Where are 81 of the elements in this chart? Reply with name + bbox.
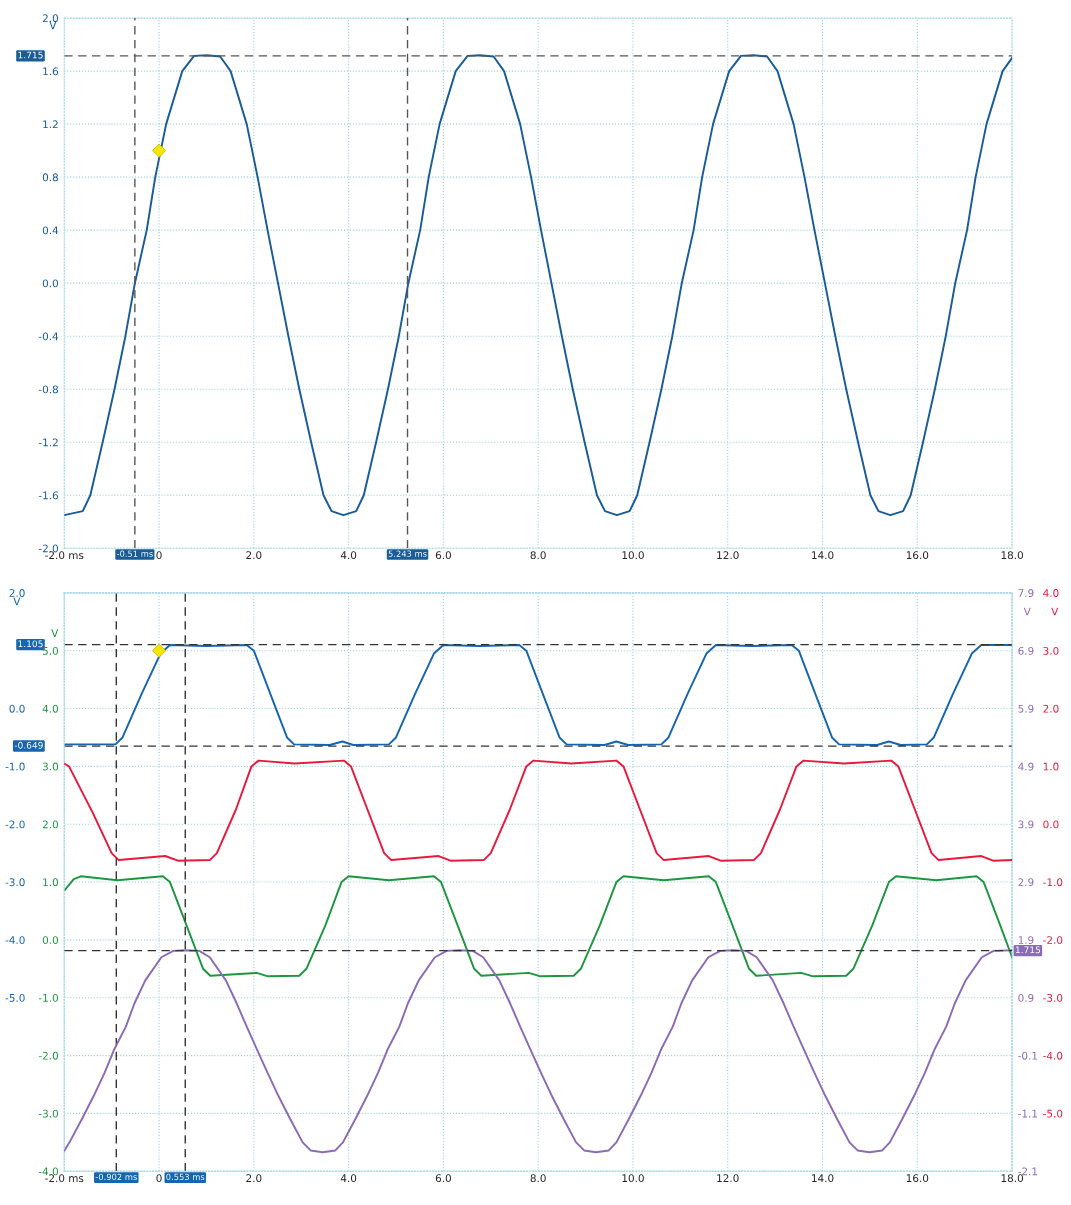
y2-tick-label: 1.0 [43,878,59,887]
y2-tick-label: -1.0 [1043,878,1063,887]
x-tick-label: 0 [156,551,162,560]
x-tick-label: 16.0 [906,1174,929,1183]
y-tick-label: -0.8 [38,385,58,394]
y-tick-label: -1.2 [38,438,58,447]
ref-line-label: 1.105 [18,640,43,648]
x-tick-label: 10.0 [622,1174,644,1183]
y-tick-label: 7.9 [1018,589,1034,597]
y-tick-label: -0.4 [38,332,59,341]
y2-tick-label: -4.0 [1043,1051,1063,1060]
line-series [64,759,1013,862]
x-tick-label: 6.0 [435,1174,451,1183]
x-tick-label: 4.0 [340,1174,357,1183]
y-tick-label: -1.6 [38,491,59,500]
x-tick-label: 0 [156,1174,162,1183]
y-tick-label: 0.9 [1018,993,1034,1002]
y-tick-label: 6.9 [1018,646,1034,655]
x-tick-label: -2.0 ms [45,1174,84,1183]
line-series [64,54,1013,517]
y-tick-label: 3.9 [1018,820,1034,829]
y-axis-title: V [1023,607,1031,616]
x-tick-label: 6.0 [435,551,451,560]
x-tick-label: 12.0 [717,1174,739,1183]
y-tick-label: -1.1 [1018,1109,1038,1118]
y-tick-label: -3.0 [5,878,25,887]
y-axis-title: V [49,21,57,30]
ref-line-label: 1.715 [18,51,43,59]
y2-tick-label: 1.0 [1043,762,1059,771]
y-tick-label: 1.2 [43,120,58,129]
y-tick-label: 1.9 [1018,936,1034,945]
y2-tick-label: 0.0 [1043,820,1059,829]
x-tick-label: -2.0 ms [45,551,84,560]
y2-tick-label: 2.0 [1043,704,1059,713]
y-tick-label: -2.0 [5,820,25,829]
ref-line-label: -0.649 [14,741,43,749]
x-tick-label: 14.0 [812,1174,834,1183]
y2-tick-label: 3.0 [42,762,59,771]
x-tick-label: 16.0 [906,551,929,560]
y2-axis-title: V [51,629,59,637]
x-tick-label: 8.0 [530,551,546,560]
y-tick-label: -4.0 [5,936,25,945]
y2-axis-title: V [1051,607,1059,616]
x-tick-label: 14.0 [812,551,834,560]
y-axis-title: V [13,597,21,606]
y2-tick-label: -2.0 [1043,936,1063,945]
y-tick-label: 0.4 [42,226,59,235]
ref-line-label: -0.51 ms [116,550,153,557]
y-tick-label: 2.9 [1018,878,1034,887]
y2-tick-label: -5.0 [1043,1109,1063,1118]
ref-line-label: 0.553 ms [166,1173,205,1181]
x-tick-label: 8.0 [530,1174,546,1183]
ref-line-label: -0.902 ms [95,1173,137,1181]
ref-line-label: 5.243 ms [388,550,427,557]
y-tick-label: -1.0 [5,762,25,771]
ref-line-label: 1.715 [1015,946,1040,954]
y-tick-label: -2.1 [1018,1167,1038,1176]
y2-tick-label: 3.0 [1043,646,1059,655]
y-tick-label: 1.6 [43,67,59,76]
y-tick-label: -2.0 [38,544,59,553]
y-tick-label: -0.1 [1018,1051,1038,1060]
x-tick-label: 2.0 [246,551,262,560]
x-tick-label: 12.0 [717,551,739,560]
y-tick-label: 2.0 [42,14,59,23]
x-tick-label: 18.0 [1001,1174,1023,1183]
y-tick-label: 4.9 [1018,762,1034,771]
y-tick-label: -5.0 [5,993,25,1002]
y2-tick-label: -3.0 [1043,993,1063,1002]
x-tick-label: 2.0 [246,1174,262,1183]
y2-tick-label: 5.0 [42,646,59,655]
y-tick-label: 5.9 [1018,704,1034,713]
x-tick-label: 10.0 [622,551,644,560]
y2-tick-label: 4.0 [1043,589,1059,597]
y-tick-label: 0.0 [42,279,59,288]
y-tick-label: 2.0 [9,589,25,597]
y-tick-label: 0.0 [9,704,25,713]
x-tick-label: 18.0 [1001,551,1023,560]
y2-tick-label: 4.0 [42,704,59,713]
line-series [64,643,1013,746]
x-tick-label: 4.0 [340,551,357,560]
y-tick-label: 0.8 [42,173,58,182]
